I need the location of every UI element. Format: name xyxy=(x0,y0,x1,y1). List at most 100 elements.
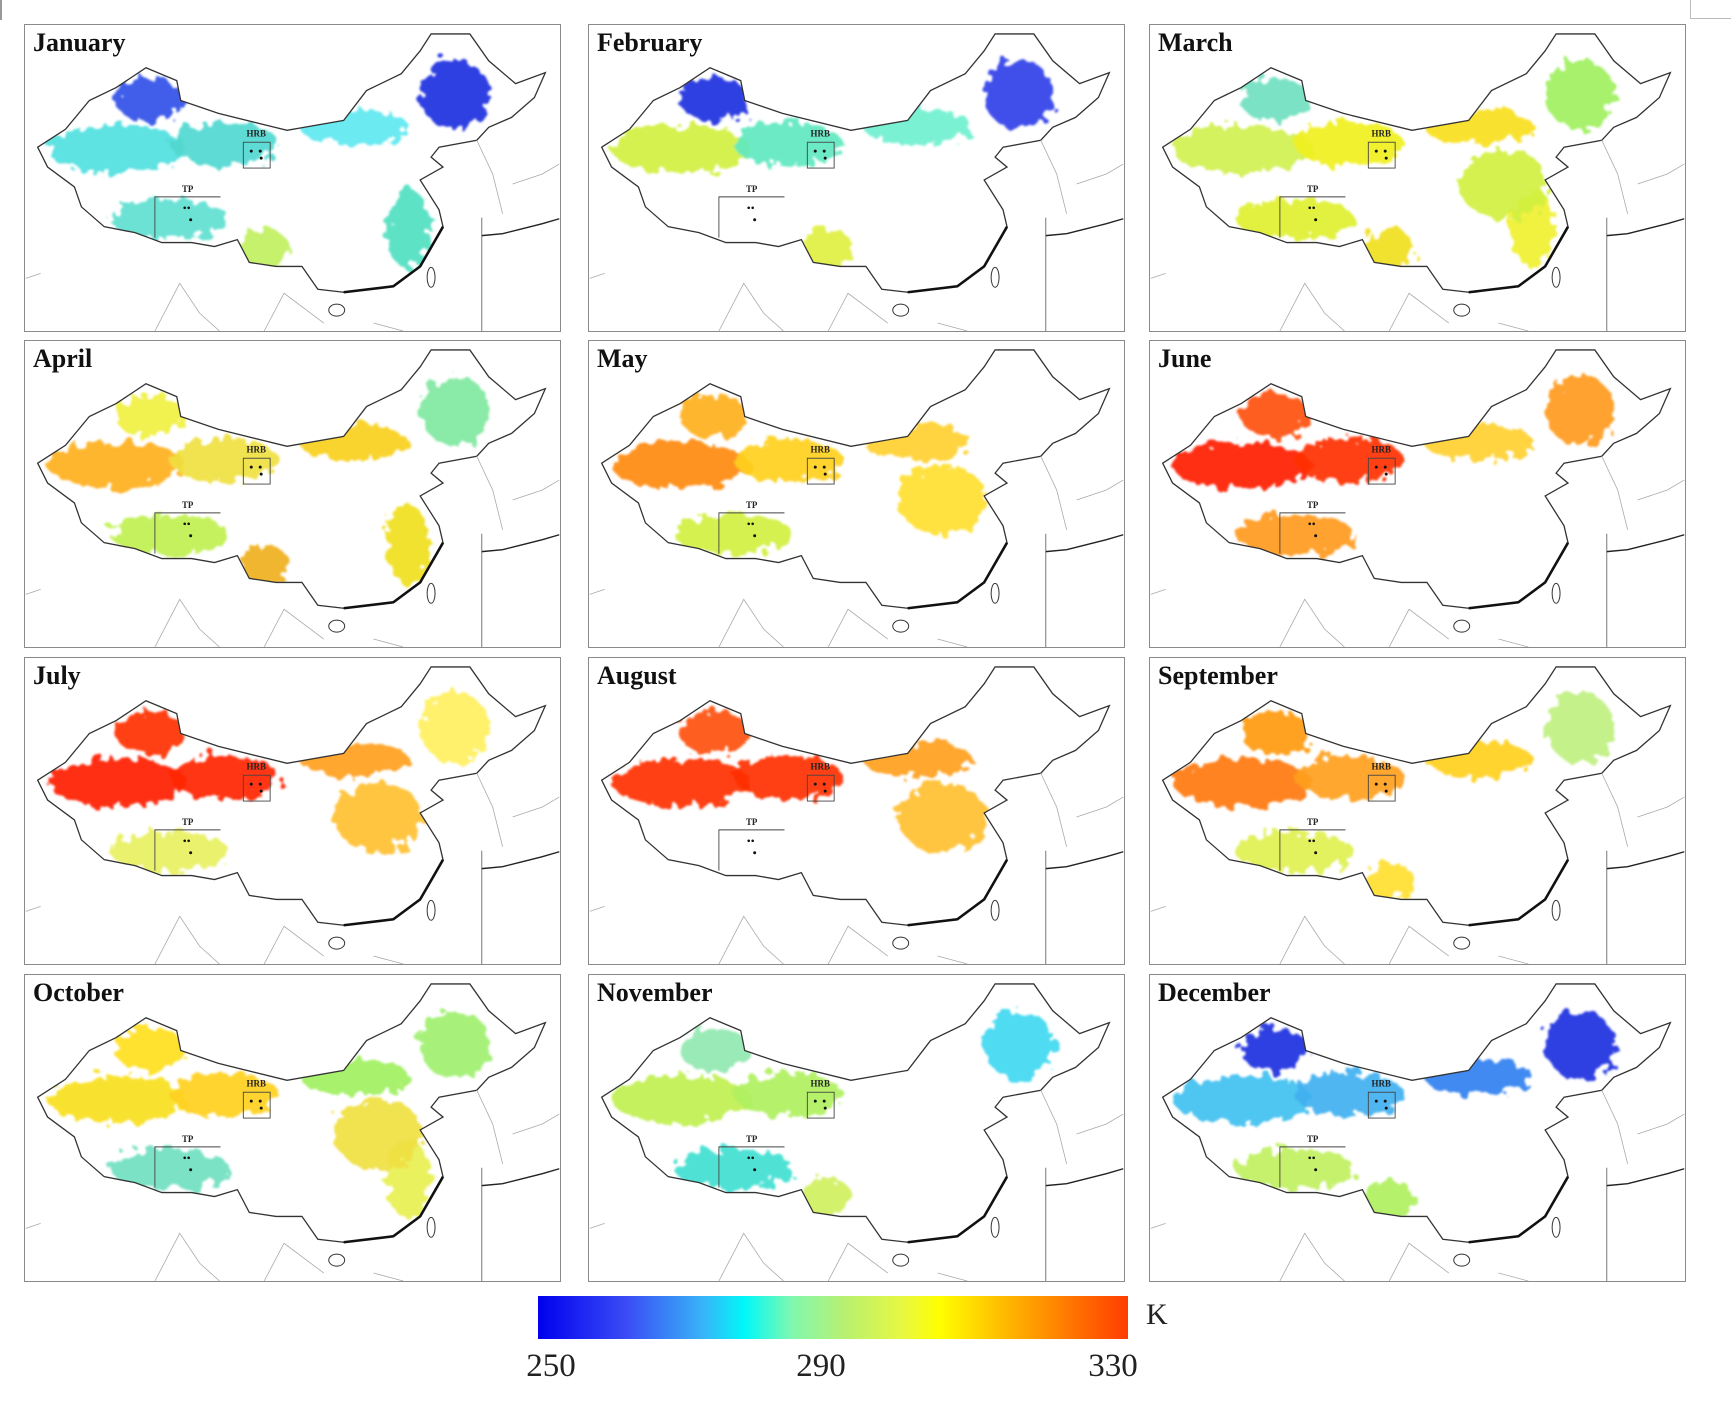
china-border xyxy=(1161,666,1672,926)
hrb-label: HRB xyxy=(247,128,266,138)
lst-region-f xyxy=(110,198,230,239)
map-panel-march: March HRB TP xyxy=(1149,24,1686,332)
hrb-box xyxy=(806,1091,835,1119)
hrb-label: HRB xyxy=(247,761,266,771)
lst-region-b xyxy=(611,1075,751,1124)
lst-region-a xyxy=(679,393,749,438)
lst-region-c xyxy=(1294,438,1405,483)
lst-region-a xyxy=(115,1027,185,1072)
lst-region-a xyxy=(115,710,185,755)
hainan-island xyxy=(328,619,346,633)
map-panel-december: December HRB TP xyxy=(1149,974,1686,1282)
panel-title: June xyxy=(1158,344,1212,373)
china-border xyxy=(1161,349,1672,609)
neighbor-borders xyxy=(589,773,1124,964)
hainan-island xyxy=(328,936,346,950)
inset-coast xyxy=(1606,851,1685,870)
map-panel-february: February HRB TP xyxy=(588,24,1125,332)
lst-region-c xyxy=(733,1072,844,1117)
map-panel-september: September HRB TP xyxy=(1149,657,1686,965)
lst-region-c xyxy=(1294,122,1405,167)
lst-region-e xyxy=(1545,59,1615,130)
china-map: HRB TP xyxy=(25,666,560,964)
china-map: HRB TP xyxy=(589,33,1124,331)
map-panel-april: April HRB TP xyxy=(24,340,561,648)
tp-label: TP xyxy=(182,817,194,827)
panel-title: December xyxy=(1158,978,1271,1007)
taiwan-island xyxy=(990,582,1000,604)
hrb-label: HRB xyxy=(1372,761,1391,771)
colorbar-tick-mid: 290 xyxy=(796,1348,846,1384)
taiwan-island xyxy=(1551,582,1561,604)
lst-region-d xyxy=(1423,108,1534,145)
taiwan-island xyxy=(1551,899,1561,921)
southeast-coastline xyxy=(1468,1176,1570,1244)
southeast-coastline xyxy=(343,1176,445,1244)
lst-region-c xyxy=(169,1072,280,1117)
lst-region-e xyxy=(420,1009,490,1080)
lst-region-c xyxy=(1294,755,1405,800)
panel-title: April xyxy=(33,344,93,373)
hrb-box xyxy=(1367,141,1396,169)
lst-region-a xyxy=(1240,710,1310,755)
hrb-box xyxy=(242,1091,271,1119)
southeast-coastline xyxy=(907,1176,1009,1244)
neighbor-borders xyxy=(589,1090,1124,1281)
lst-region-i xyxy=(1458,149,1549,219)
lst-region-f xyxy=(1235,831,1355,872)
tp-label: TP xyxy=(182,1134,194,1144)
taiwan-island xyxy=(1551,266,1561,288)
map-panel-august: August HRB TP xyxy=(588,657,1125,965)
lst-region-f xyxy=(110,514,230,555)
hainan-island xyxy=(892,936,910,950)
hrb-box xyxy=(806,774,835,802)
lst-region-a xyxy=(679,710,749,755)
crop-edge-left xyxy=(0,0,2,20)
crop-edge-right xyxy=(1690,0,1731,19)
taiwan-island xyxy=(990,266,1000,288)
tp-box xyxy=(1279,1146,1346,1188)
lst-region-a xyxy=(1240,393,1310,438)
tp-label: TP xyxy=(746,500,758,510)
southeast-coastline xyxy=(1468,542,1570,610)
colorbar xyxy=(538,1296,1128,1339)
lst-region-b xyxy=(1172,125,1312,174)
hainan-island xyxy=(1453,936,1471,950)
map-panel-october: October HRB TP xyxy=(24,974,561,1282)
china-border xyxy=(36,33,547,293)
lst-region-f xyxy=(1235,1148,1355,1189)
hrb-box xyxy=(806,141,835,169)
china-border xyxy=(1161,983,1672,1243)
inset-coast xyxy=(481,534,560,553)
tp-box xyxy=(154,196,221,238)
hainan-island xyxy=(328,1253,346,1267)
neighbor-borders xyxy=(1150,140,1685,331)
lst-region-a xyxy=(115,77,185,122)
colorbar-unit: K xyxy=(1146,1298,1168,1331)
china-map: HRB TP xyxy=(589,666,1124,964)
neighbor-borders xyxy=(589,140,1124,331)
colorbar-tick-max: 330 xyxy=(1088,1348,1138,1384)
southeast-coastline xyxy=(343,859,445,927)
southeast-coastline xyxy=(1468,859,1570,927)
china-border xyxy=(36,666,547,926)
tp-label: TP xyxy=(746,817,758,827)
tp-box xyxy=(718,196,785,238)
lst-region-e xyxy=(420,59,490,130)
china-map: HRB TP xyxy=(589,349,1124,647)
panel-title: September xyxy=(1158,661,1278,690)
lst-region-b xyxy=(47,758,187,807)
colorbar-tick-min: 250 xyxy=(526,1348,576,1384)
neighbor-borders xyxy=(589,456,1124,647)
taiwan-island xyxy=(426,1216,436,1238)
hrb-box xyxy=(1367,1091,1396,1119)
inset-coast xyxy=(1045,1168,1124,1187)
lst-region-d xyxy=(862,108,973,145)
hainan-island xyxy=(892,619,910,633)
lst-region-f xyxy=(674,1148,794,1189)
tp-label: TP xyxy=(182,184,194,194)
lst-region-g xyxy=(1364,228,1415,269)
tp-box xyxy=(154,512,221,554)
tp-box xyxy=(1279,512,1346,554)
taiwan-island xyxy=(1551,1216,1561,1238)
